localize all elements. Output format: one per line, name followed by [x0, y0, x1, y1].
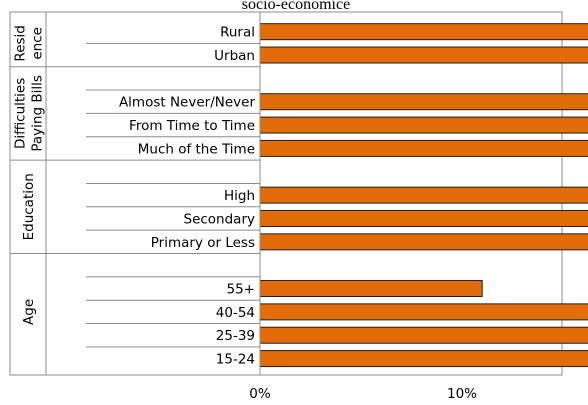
bar: [259, 139, 588, 157]
bar: [259, 23, 588, 41]
category-label: Primary or Less: [151, 235, 255, 251]
group-label-line: Education: [21, 173, 37, 240]
bar: [259, 350, 588, 368]
group-label-line: Age: [21, 299, 37, 325]
category-label: Rural: [220, 25, 255, 41]
group-label-line: Difficulties: [13, 78, 29, 149]
category-label: High: [224, 188, 255, 204]
group-labels: Residence DifficultiesPaying Bills Educati…: [13, 25, 46, 325]
category-label: From Time to Time: [129, 118, 255, 134]
x-axis: 0%10%20%30%40%: [249, 12, 477, 402]
bar: [259, 186, 588, 204]
group-label: Age: [21, 299, 37, 325]
group-label: Residence: [13, 25, 46, 61]
bar: [259, 233, 588, 251]
chart-title: socio-economice: [242, 0, 350, 13]
bar: [259, 303, 588, 321]
category-label: Secondary: [184, 211, 256, 227]
bar: [259, 93, 588, 111]
bar: [259, 46, 588, 64]
category-label: 55+: [227, 282, 256, 298]
category-label: 25-39: [216, 328, 255, 344]
group-label-line: Paying Bills: [30, 75, 46, 152]
bar: [259, 326, 588, 344]
category-structure: [10, 12, 260, 375]
category-label: Urban: [214, 48, 255, 64]
x-tick-label: 0%: [249, 386, 271, 402]
group-label-line: ence: [30, 27, 46, 60]
group-label: Education: [21, 173, 37, 240]
bar: [259, 280, 483, 298]
category-label: Almost Never/Never: [119, 95, 256, 111]
group-label-line: Resid: [13, 25, 29, 61]
bars-layer: [259, 23, 588, 368]
group-label: DifficultiesPaying Bills: [13, 75, 46, 152]
bar: [259, 116, 588, 134]
x-tick-label: 10%: [447, 386, 477, 402]
category-label: 15-24: [216, 352, 255, 368]
bar: [259, 209, 588, 227]
category-labels: Rural Urban Almost Never/Never From Time to…: [119, 25, 256, 368]
category-label: Much of the Time: [138, 141, 255, 157]
category-label: 40-54: [216, 305, 255, 321]
